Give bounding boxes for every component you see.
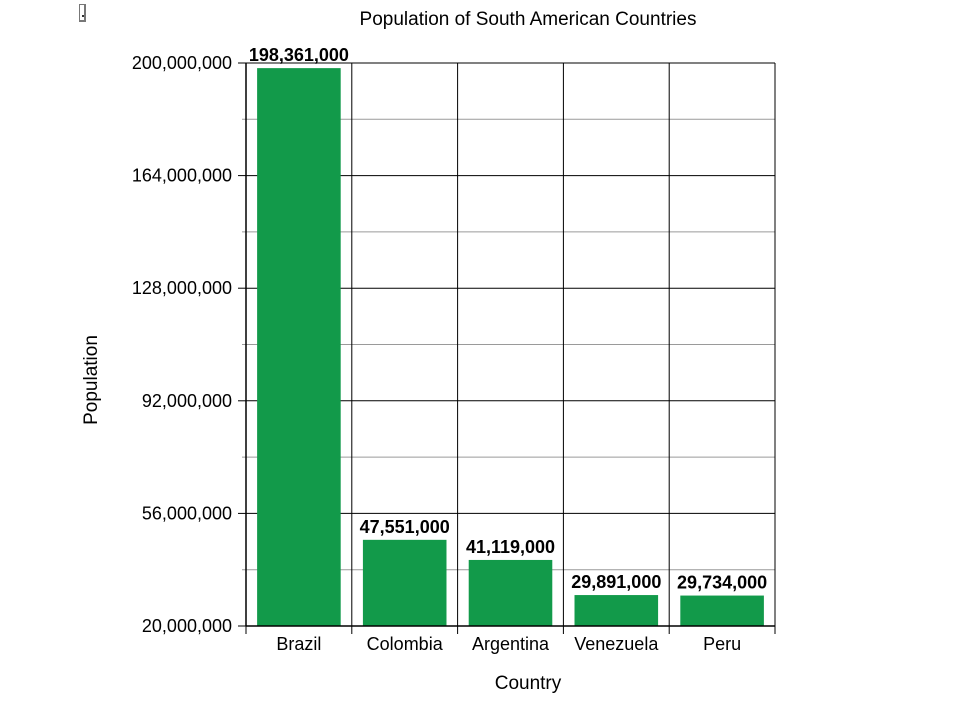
x-tick-label: Argentina (472, 634, 550, 654)
bar (468, 559, 553, 626)
data-label: 198,361,000 (249, 45, 349, 65)
y-tick-label: 20,000,000 (142, 616, 232, 636)
window-corner-icon (79, 4, 86, 22)
axes: 20,000,000 56,000,000 92,000,000 128,000,00… (132, 53, 775, 654)
bar (680, 595, 764, 626)
bar (362, 539, 447, 626)
data-label: 29,734,000 (677, 573, 767, 593)
y-tick-label: 56,000,000 (142, 503, 232, 523)
data-label: 41,119,000 (466, 537, 555, 557)
data-labels: 198,361,000 47,551,000 41,119,000 29,891,00… (249, 45, 767, 592)
bar (574, 595, 659, 626)
y-axis-title: Population (81, 335, 102, 425)
y-tick-label: 128,000,000 (132, 278, 232, 298)
y-tick-label: 164,000,000 (132, 166, 232, 186)
y-tick-label: 92,000,000 (142, 391, 232, 411)
x-axis-title: Country (495, 673, 562, 694)
bars (257, 68, 764, 627)
x-tick-label: Brazil (276, 634, 321, 654)
data-label: 29,891,000 (571, 572, 661, 592)
bar (257, 68, 341, 627)
y-tick-label: 200,000,000 (132, 53, 232, 73)
chart-title: Population of South American Countries (360, 9, 697, 30)
x-tick-label: Venezuela (574, 634, 659, 654)
data-label: 47,551,000 (360, 517, 450, 537)
x-tick-label: Colombia (367, 634, 444, 654)
x-tick-label: Peru (703, 634, 741, 654)
